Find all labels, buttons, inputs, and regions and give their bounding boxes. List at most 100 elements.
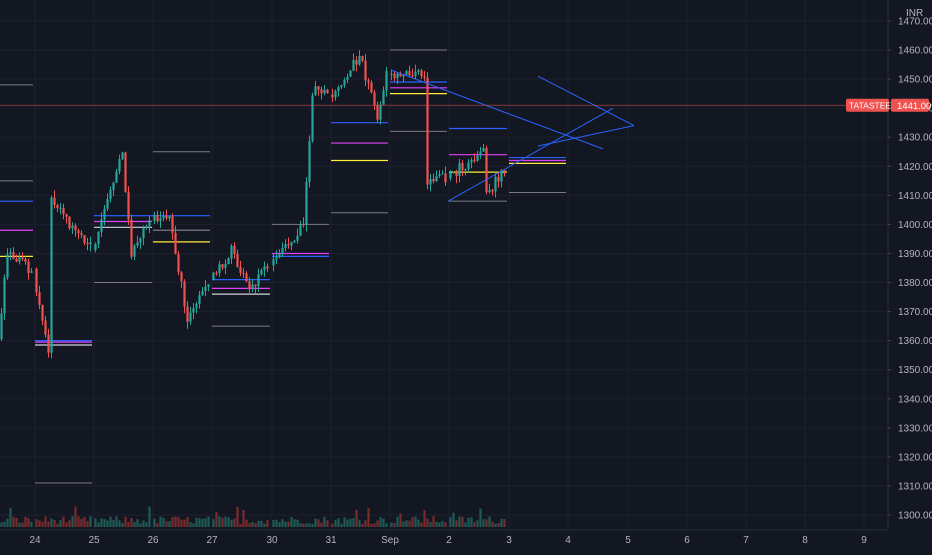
volume-bar [145, 522, 148, 527]
price-tick-label: 1390.00 [898, 249, 932, 260]
time-axis[interactable]: 24 25 26 27 30 31 Sep 2 3 4 5 6 7 8 9 [0, 529, 888, 546]
volume-bar [56, 523, 59, 527]
candle-body [390, 73, 393, 75]
symbol-label: TATASTEEL [849, 100, 896, 110]
candle-body [449, 172, 452, 179]
volume-bar [148, 506, 151, 527]
symbol-tag [846, 98, 889, 112]
time-tick-label: 9 [861, 535, 867, 546]
candle-body [148, 220, 151, 227]
volume-bar [320, 522, 323, 527]
price-tick-label: 1340.00 [898, 394, 932, 405]
candle-body [183, 281, 186, 307]
candle-body [429, 179, 432, 185]
candle-body [373, 92, 376, 106]
volume-bar [77, 516, 80, 527]
volume-bar [393, 523, 396, 527]
candle-body [393, 73, 396, 78]
volume-bar [346, 519, 349, 527]
candle-body [165, 215, 168, 219]
volume-bar [435, 521, 438, 527]
candle-body [15, 258, 18, 262]
candle-body [331, 94, 334, 98]
trendline[interactable] [537, 75, 635, 127]
candle-body [376, 105, 379, 120]
volume-bar [317, 519, 320, 527]
volume-bar [218, 516, 221, 527]
volume-bar [207, 516, 210, 527]
price-axis[interactable]: 1300.00 1310.00 1320.00 1330.00 1340.00 1350.… [887, 0, 932, 530]
candle-body [349, 70, 352, 77]
volume-bar [340, 523, 343, 527]
candle-body [290, 241, 293, 246]
time-tick-label: 2 [446, 535, 452, 546]
candle-body [385, 71, 388, 91]
candle-body [320, 89, 323, 94]
candle-body [473, 159, 476, 161]
volume-bar [305, 523, 308, 527]
candle-body [467, 162, 470, 170]
trendline[interactable] [447, 107, 614, 202]
price-tick-label: 1370.00 [898, 307, 932, 318]
volume-bar [479, 508, 482, 527]
candle-body [494, 176, 497, 192]
volume-bar [68, 520, 71, 527]
volume-bar [195, 517, 198, 527]
candle-body [432, 179, 435, 182]
volume-bar [275, 519, 278, 527]
candle-body [21, 257, 24, 259]
candle-body [444, 173, 447, 183]
volume-bar [302, 523, 305, 527]
candle-body [358, 56, 361, 65]
volume-bar [408, 520, 411, 527]
candle-body [438, 174, 441, 176]
candle-body [485, 148, 488, 192]
candle-body [340, 85, 343, 88]
candle-body [476, 155, 479, 161]
volume-bar [109, 516, 112, 527]
candle-body [455, 172, 458, 176]
candle-body [74, 225, 77, 231]
volume-bar [186, 516, 189, 527]
trendline[interactable] [537, 125, 635, 147]
candle-body [221, 264, 224, 268]
candle-body [204, 286, 207, 292]
time-tick-label: Sep [381, 535, 399, 546]
candle-body [239, 266, 242, 273]
volume-bar [65, 522, 68, 527]
volume-bar [452, 512, 455, 527]
candle-body [367, 80, 370, 83]
volume-bar [323, 516, 326, 527]
candle-body [281, 247, 284, 254]
candle-body [323, 89, 326, 94]
volume-bar [343, 517, 346, 527]
volume-bar [449, 517, 452, 527]
trendline[interactable] [391, 69, 604, 150]
volume-bar [142, 520, 145, 527]
volume-bar [245, 519, 248, 527]
volume-bar [482, 519, 485, 527]
candle-body [396, 73, 399, 78]
candle-body [343, 79, 346, 86]
volume-bar [491, 521, 494, 527]
candle-body [47, 334, 50, 353]
volume-bar [473, 522, 476, 527]
volume-bar [233, 518, 236, 527]
volume-bar [441, 520, 444, 527]
volume-bar [455, 520, 458, 527]
candle-body [242, 272, 245, 274]
candle-body [402, 74, 405, 77]
candle-body [198, 295, 201, 305]
volume-bar [390, 522, 393, 527]
candle-body [80, 233, 83, 236]
time-tick-label: 27 [206, 535, 218, 546]
price-tick-label: 1320.00 [898, 452, 932, 463]
volume-bar [361, 523, 364, 527]
volume-bar [89, 516, 92, 527]
volume-bar [204, 518, 207, 527]
volume-bar [503, 519, 506, 527]
candle-body [311, 95, 314, 142]
volume-bar [488, 516, 491, 527]
